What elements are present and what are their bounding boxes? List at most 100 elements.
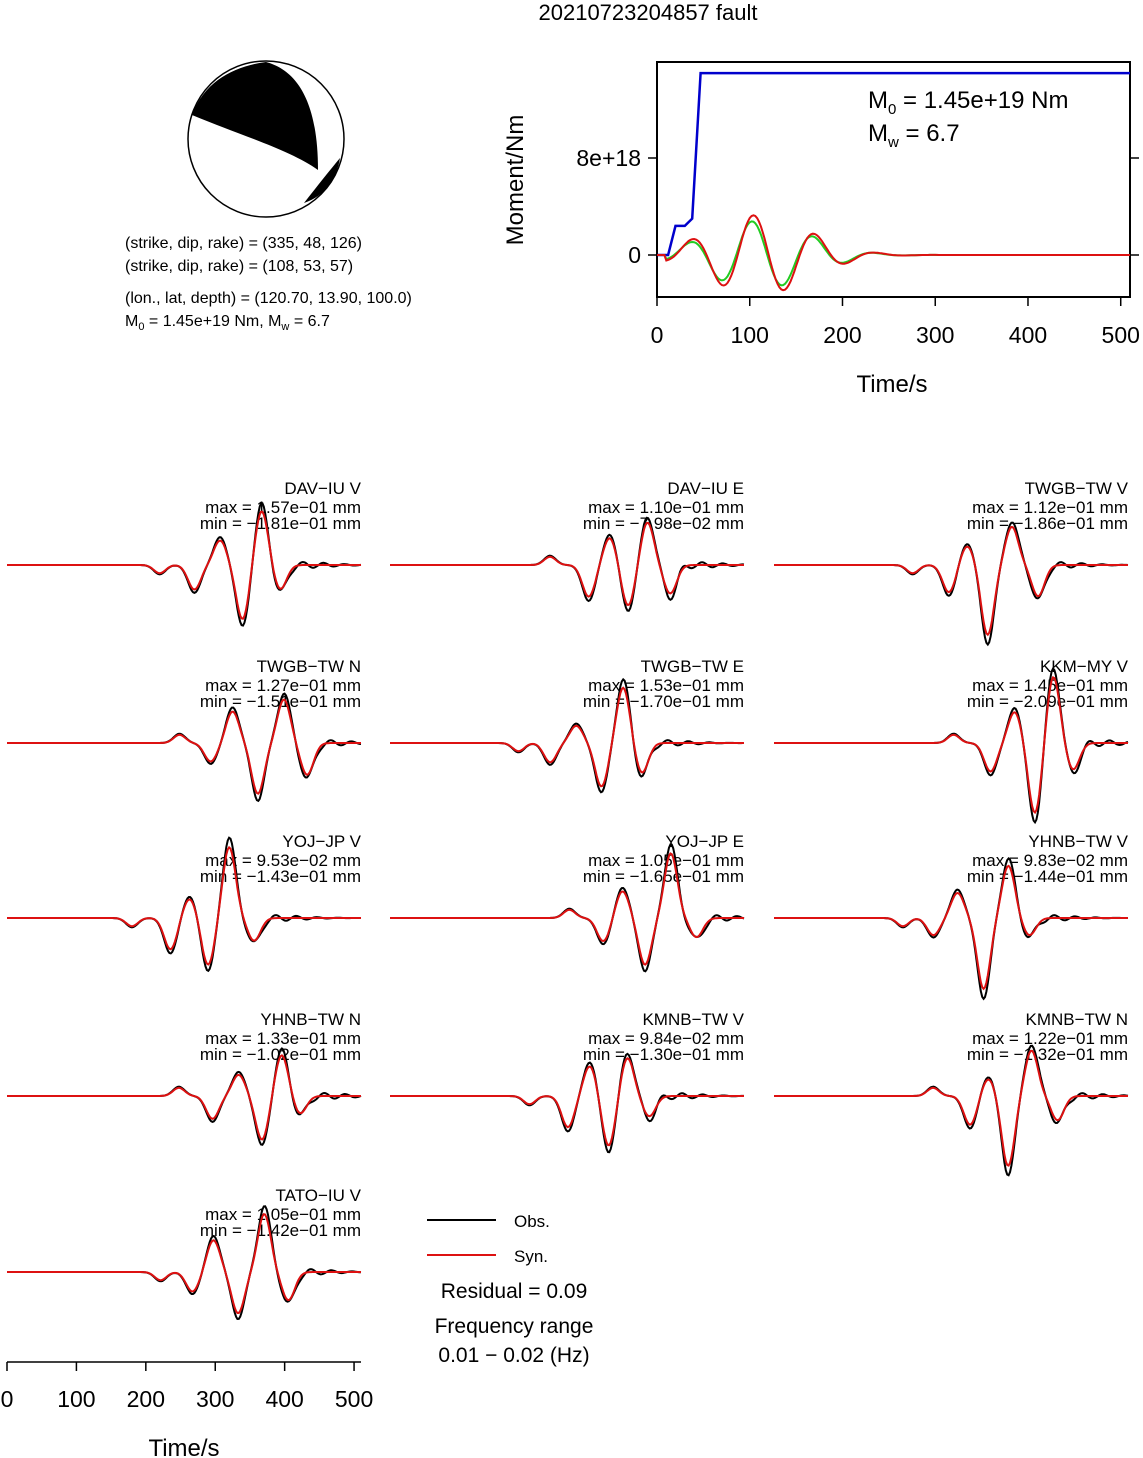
station-min-label: min = −1.81e−01 mm (200, 514, 361, 533)
station-name-label: TWGB−TW E (641, 657, 744, 676)
station-name-label: TWGB−TW N (257, 657, 361, 676)
moment-red-curve (657, 214, 1130, 292)
frequency-value: 0.01 − 0.02 (Hz) (438, 1344, 589, 1367)
station-max-label: max = 1.05e−01 mm (205, 1205, 361, 1224)
waveform-syn (774, 1049, 1128, 1167)
waveform-syn (7, 1213, 361, 1314)
mechanism-line-3: (lon., lat, depth) = (120.70, 13.90, 100… (125, 290, 412, 307)
moment-y-tick-label: 0 (628, 242, 641, 268)
station-name-label: DAV−IU V (284, 479, 361, 498)
waveform-x-tick-label: 200 (127, 1386, 165, 1412)
station-max-label: max = 1.22e−01 mm (972, 1029, 1128, 1048)
m0-symbol: M (125, 313, 138, 330)
waveform-syn (390, 521, 744, 606)
moment-cumulative-line (657, 71, 1130, 257)
waveform-syn (7, 698, 361, 795)
m0-annotation-value: = 1.45e+19 Nm (896, 87, 1068, 114)
legend-syn-label: Syn. (514, 1247, 548, 1266)
moment-y-axis: 0 8e+18 (576, 145, 1139, 268)
station-name-label: YOJ−JP E (665, 832, 744, 851)
station-name-label: DAV−IU E (667, 479, 744, 498)
waveform-x-tick-label: 300 (196, 1386, 234, 1412)
mw-subscript: w (280, 321, 289, 333)
station-min-label: min = −7.98e−02 mm (583, 514, 744, 533)
mw-value: = 6.7 (289, 313, 330, 330)
frequency-label: Frequency range (435, 1315, 594, 1338)
station-min-label: min = −1.86e−01 mm (967, 514, 1128, 533)
station-max-label: max = 1.57e−01 mm (205, 498, 361, 517)
mechanism-line-2: (strike, dip, rake) = (108, 53, 57) (125, 258, 353, 275)
moment-curves (657, 71, 1130, 292)
waveform-syn (390, 1057, 744, 1147)
station-max-label: max = 1.33e−01 mm (205, 1029, 361, 1048)
waveform-syn (7, 845, 361, 966)
residual-text: Residual = 0.09 (441, 1280, 588, 1303)
station-min-label: min = −1.43e−01 mm (200, 867, 361, 886)
mechanism-text: (strike, dip, rake) = (335, 48, 126) (st… (125, 235, 412, 333)
station-name-label: KMNB−TW V (642, 1010, 744, 1029)
figure-title: 20210723204857 fault (539, 0, 758, 25)
waveform-syn (390, 852, 744, 966)
m0-annotation-symbol: M (868, 87, 888, 114)
m0-annotation-sub: 0 (888, 101, 896, 118)
station-max-label: max = 1.27e−01 mm (205, 676, 361, 695)
legend-obs-label: Obs. (514, 1212, 550, 1231)
moment-x-tick-label: 400 (1009, 322, 1047, 348)
waveform-x-tick-label: 0 (1, 1386, 14, 1412)
beachball-compression-a (192, 62, 318, 170)
station-name-label: TATO−IU V (276, 1186, 362, 1205)
waveform-obs (390, 1052, 744, 1154)
station-name-label: KKM−MY V (1040, 657, 1129, 676)
moment-x-tick-label: 300 (916, 322, 954, 348)
station-max-label: max = 9.53e−02 mm (205, 851, 361, 870)
station-name-label: KMNB−TW N (1026, 1010, 1128, 1029)
station-name-label: YHNB−TW N (260, 1010, 361, 1029)
waveform-obs (774, 1044, 1129, 1177)
m0-value: = 1.45e+19 Nm, M (144, 313, 281, 330)
waveform-legend: Obs. Syn. Residual = 0.09 Frequency rang… (427, 1212, 593, 1367)
moment-x-tick-label: 500 (1102, 322, 1140, 348)
station-min-label: min = −1.42e−01 mm (200, 1221, 361, 1240)
station-name-label: YHNB−TW V (1028, 832, 1128, 851)
station-max-label: max = 1.12e−01 mm (972, 498, 1128, 517)
moment-x-axis: 0 100 200 300 400 500 (651, 297, 1140, 348)
mw-annotation-symbol: M (868, 120, 888, 147)
mw-annotation-value: = 6.7 (899, 120, 960, 147)
m0-subscript: 0 (138, 321, 144, 333)
waveform-syn (774, 525, 1128, 637)
station-min-label: min = −1.44e−01 mm (967, 867, 1128, 886)
mechanism-line-4: M0 = 1.45e+19 Nm, Mw = 6.7 (125, 313, 330, 333)
beachball (187, 60, 345, 218)
waveform-time-axis: 0 100 200 300 400 500 (1, 1361, 373, 1412)
waveform-x-tick-label: 400 (265, 1386, 303, 1412)
mw-annotation: Mw = 6.7 (868, 120, 960, 151)
station-max-label: max = 9.84e−02 mm (588, 1029, 744, 1048)
station-min-label: min = −1.70e−01 mm (583, 692, 744, 711)
moment-plot-frame (656, 61, 1131, 298)
waveform-syn (7, 510, 361, 620)
moment-x-label: Time/s (856, 371, 927, 398)
station-max-label: max = 1.10e−01 mm (588, 498, 744, 517)
waveform-x-tick-label: 500 (335, 1386, 373, 1412)
waveform-obs (774, 521, 1129, 647)
waveform-x-label: Time/s (148, 1435, 219, 1458)
beachball-compression-b (304, 158, 340, 203)
waveform-syn (390, 686, 744, 788)
moment-x-tick-label: 0 (651, 322, 664, 348)
moment-y-label: Moment/Nm (502, 115, 529, 246)
moment-rate-chart: 0 100 200 300 400 500 0 8e+18 Time/s Moment/Nm… (502, 61, 1140, 398)
mw-annotation-sub: w (887, 134, 899, 151)
station-min-label: min = −1.32e−01 mm (967, 1045, 1128, 1064)
station-name-label: YOJ−JP V (282, 832, 361, 851)
m0-annotation: M0 = 1.45e+19 Nm (868, 87, 1068, 118)
